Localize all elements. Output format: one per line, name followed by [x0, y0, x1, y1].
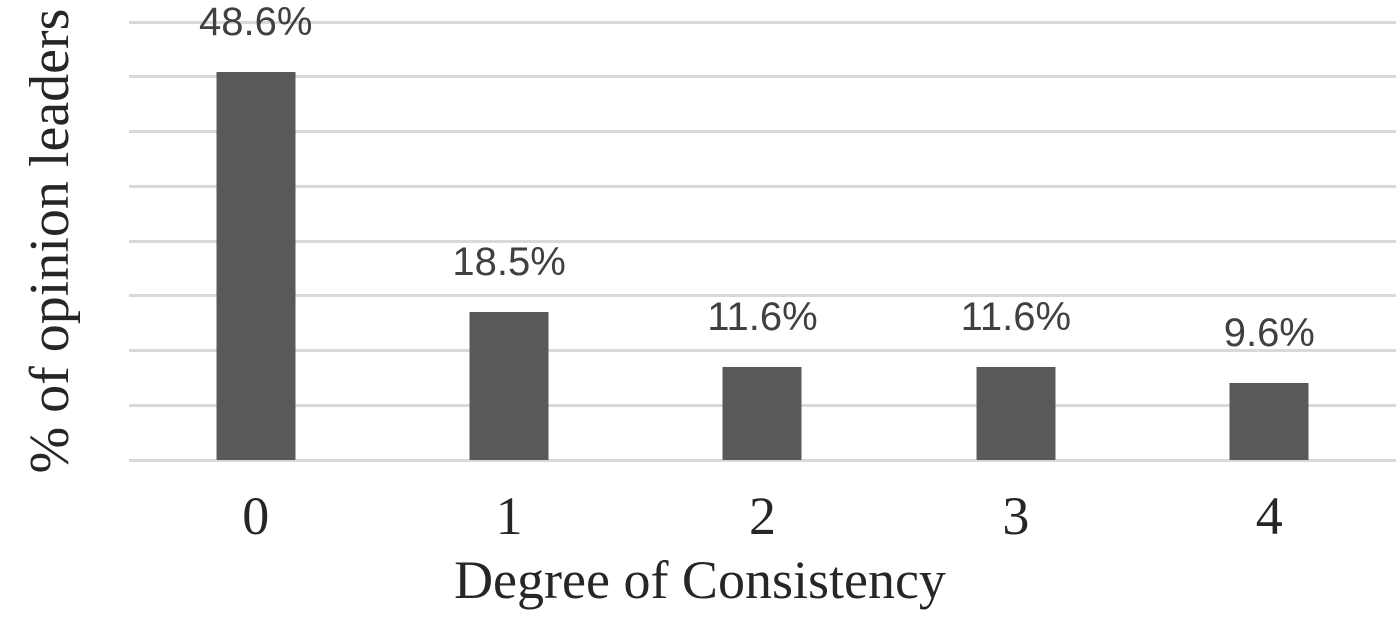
value-label-degree-1: 18.5% [452, 240, 566, 285]
gridline [129, 184, 1396, 188]
x-tick-label-4: 4 [1255, 486, 1283, 546]
category-slot-4: 9.6% 4 [1143, 22, 1396, 546]
value-label-degree-2: 11.6% [707, 295, 818, 340]
value-label-degree-3: 11.6% [960, 295, 1072, 340]
bar-degree-4 [1229, 383, 1309, 460]
x-tick-label-2: 2 [748, 486, 776, 546]
x-tick-label-3: 3 [1002, 486, 1030, 546]
x-tick-label-1: 1 [495, 486, 523, 546]
x-axis-title: Degree of Consistency [454, 550, 946, 610]
category-slot-0: 48.6% 0 [129, 0, 382, 546]
y-axis-title: % of opinion leaders [19, 8, 81, 474]
gridline [129, 349, 1396, 352]
plot-area: 48.6% 0 18.5% 1 11.6% 2 11.6% 3 9.6% 4 [129, 0, 1396, 546]
bar-degree-1 [469, 312, 549, 460]
bar-degree-3 [976, 367, 1056, 460]
gridline [129, 75, 1396, 79]
gridline [129, 130, 1396, 133]
x-tick-label-0: 0 [242, 486, 270, 546]
category-slot-2: 11.6% 2 [636, 22, 889, 546]
x-axis-line [129, 458, 1396, 462]
category-slot-1: 18.5% 1 [382, 22, 635, 546]
category-slot-3: 11.6% 3 [889, 22, 1142, 546]
gridline [129, 239, 1396, 243]
gridline [129, 294, 1396, 298]
gridline [129, 20, 1396, 24]
bar-degree-0 [216, 71, 296, 460]
value-label-degree-0: 48.6% [198, 0, 313, 44]
bar-degree-2 [722, 367, 802, 460]
value-label-degree-4: 9.6% [1223, 311, 1315, 356]
